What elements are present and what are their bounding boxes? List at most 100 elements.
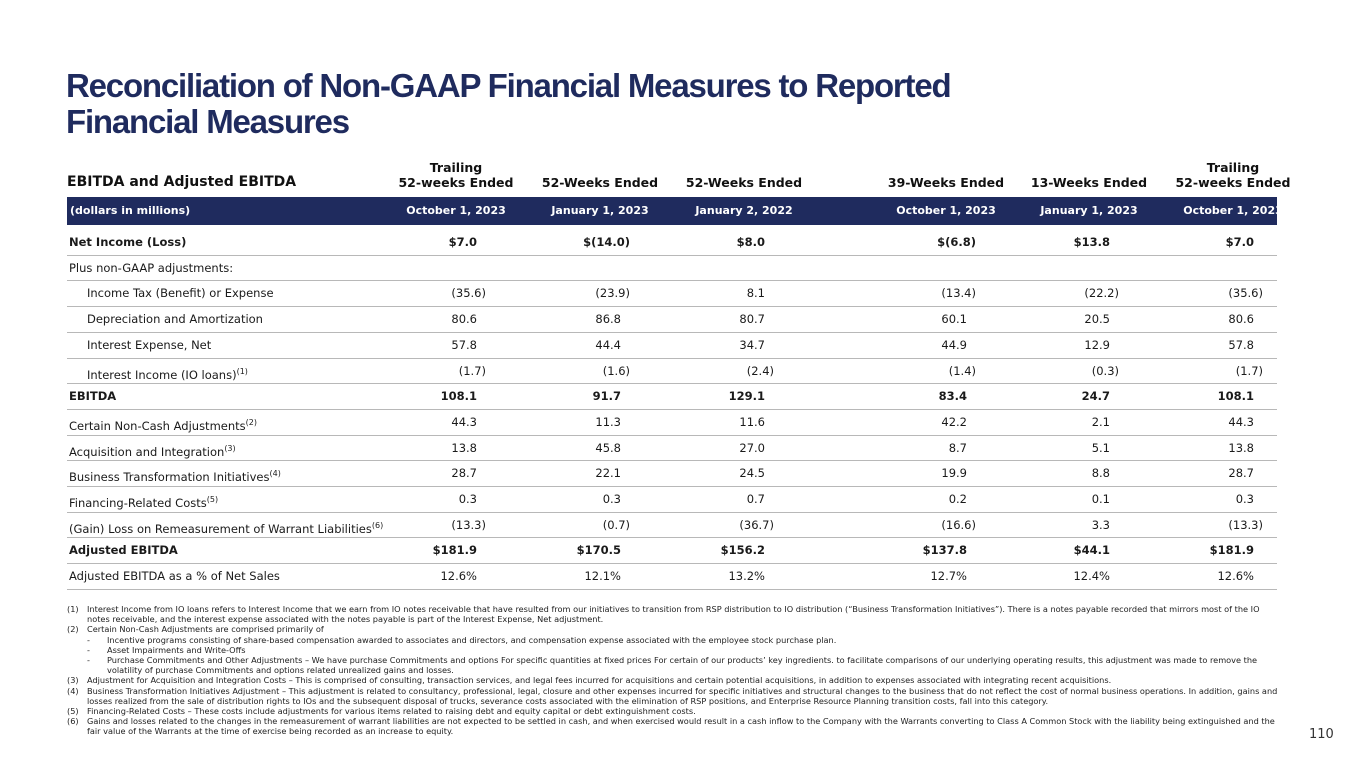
- value-cell: (36.7): [739, 517, 774, 532]
- value-cell: 8.7: [948, 440, 967, 455]
- row-label: Depreciation and Amortization: [87, 307, 263, 332]
- value-cell: 8.8: [1091, 466, 1110, 481]
- value-cell: 13.8: [1228, 440, 1254, 455]
- row-label-text: Adjusted EBITDA as a % of Net Sales: [69, 569, 280, 584]
- row-divider: [67, 255, 1277, 256]
- row-divider: [67, 537, 1277, 538]
- header-band: [67, 197, 1277, 225]
- row-divider: [67, 563, 1277, 564]
- value-cell: 13.8: [451, 440, 477, 455]
- value-cell: 12.6%: [440, 569, 477, 584]
- footnote-item-text: Purchase Commitments and Other Adjustmen…: [107, 655, 1258, 676]
- value-cell: 60.1: [941, 312, 967, 327]
- title-line: Reconciliation of Non-GAAP Financial Mea…: [66, 67, 952, 104]
- row-label: Financing-Related Costs(5): [69, 487, 218, 516]
- value-cell: 44.3: [451, 414, 477, 429]
- row-label-text: Net Income (Loss): [69, 235, 187, 249]
- column-header: 52-Weeks Ended: [541, 175, 659, 190]
- value-cell: (0.7): [602, 517, 630, 532]
- table-heading: EBITDA and Adjusted EBITDA: [67, 174, 297, 190]
- value-cell: 86.8: [595, 312, 621, 327]
- footnote-body: Business Transformation Initiatives Adju…: [87, 686, 1282, 706]
- row-label: Plus non-GAAP adjustments:: [69, 256, 233, 281]
- value-cell: $13.8: [1073, 235, 1110, 249]
- row-divider: [67, 486, 1277, 487]
- row-label-text: Interest Expense, Net: [87, 337, 212, 352]
- value-cell: $156.2: [720, 543, 765, 558]
- value-cell: $181.9: [1209, 543, 1254, 558]
- column-date: October 1, 2023: [896, 204, 996, 217]
- row-label: Income Tax (Benefit) or Expense: [87, 281, 274, 306]
- row-label-text: Business Transformation Initiatives: [69, 470, 270, 485]
- value-cell: 42.2: [941, 414, 967, 429]
- footnote: (1) Interest Income from IO loans refers …: [67, 604, 1282, 624]
- value-cell: 12.6%: [1217, 569, 1254, 584]
- row-label-text: (Gain) Loss on Remeasurement of Warrant …: [69, 521, 372, 536]
- value-cell: (13.4): [941, 286, 976, 301]
- bullet: -: [87, 655, 90, 666]
- value-cell: (16.6): [941, 517, 976, 532]
- value-cell: 20.5: [1084, 312, 1110, 327]
- value-cell: 91.7: [592, 389, 621, 404]
- column-date: January 1, 2023: [551, 204, 649, 217]
- footnote-ref: (4): [269, 469, 281, 479]
- value-cell: 11.3: [595, 414, 621, 429]
- value-cell: 5.1: [1091, 440, 1110, 455]
- footnote-ref: (3): [224, 443, 236, 453]
- row-label: Adjusted EBITDA as a % of Net Sales: [69, 564, 280, 589]
- title: Reconciliation of Non-GAAP Financial Mea…: [66, 67, 952, 140]
- value-cell: 83.4: [938, 389, 967, 404]
- row-label-text: Adjusted EBITDA: [69, 543, 178, 558]
- value-cell: 80.6: [1228, 312, 1254, 327]
- value-cell: 12.4%: [1073, 569, 1110, 584]
- value-cell: (35.6): [1228, 286, 1263, 301]
- row-label: Interest Income (IO loans)(1): [87, 359, 248, 388]
- unit-label: (dollars in millions): [70, 204, 191, 217]
- value-cell: 12.7%: [930, 569, 967, 584]
- footnote-ref: (5): [206, 495, 219, 504]
- value-cell: $(6.8): [937, 235, 976, 249]
- footnote-item-text: Asset Impairments and Write-Offs: [107, 644, 246, 655]
- row-label: Adjusted EBITDA: [69, 538, 178, 563]
- value-cell: 11.6: [739, 414, 765, 429]
- footnote-body: Financing-Related Costs – These costs in…: [87, 706, 696, 716]
- value-cell: 0.7: [746, 492, 765, 506]
- value-cell: (13.3): [451, 517, 486, 532]
- footnote-marker: (3): [67, 675, 79, 686]
- row-divider: [67, 460, 1277, 461]
- footnote-item-text: Incentive programs consisting of share-b…: [107, 634, 837, 645]
- row-divider: [67, 383, 1277, 384]
- page-number: 110: [1309, 727, 1334, 742]
- value-cell: 0.3: [458, 492, 477, 506]
- footnote-item: - Incentive programs consisting of share-…: [87, 635, 1282, 645]
- footnote-marker: (2): [67, 624, 79, 635]
- column-date: January 1, 2023: [1040, 204, 1138, 217]
- value-cell: 0.3: [602, 492, 621, 506]
- row-label-text: EBITDA: [69, 389, 117, 404]
- footnote-item: - Purchase Commitments and Other Adjustme…: [87, 655, 1282, 675]
- row-divider: [67, 409, 1277, 410]
- value-cell: (1.6): [602, 363, 630, 378]
- value-cell: (35.6): [451, 286, 486, 301]
- footnote-text: Business Transformation Initiatives Adju…: [87, 685, 1278, 706]
- value-cell: 27.0: [739, 440, 765, 455]
- bullet: -: [87, 644, 90, 655]
- value-cell: 44.9: [941, 337, 967, 352]
- value-cell: (1.7): [1235, 363, 1263, 378]
- column-header: Trailing: [429, 160, 483, 175]
- row-label-text: Financing-Related Costs: [69, 495, 207, 510]
- row-label: Interest Expense, Net: [87, 333, 211, 358]
- value-cell: 0.2: [948, 492, 967, 506]
- footnote-text: Adjustment for Acquisition and Integrati…: [87, 675, 1112, 686]
- value-cell: 24.7: [1081, 389, 1110, 404]
- row-divider: [67, 589, 1277, 590]
- value-cell: 28.7: [1228, 466, 1254, 481]
- column-header: 52-weeks Ended: [398, 175, 514, 190]
- value-cell: $137.8: [922, 543, 967, 558]
- column-header: 13-Weeks Ended: [1030, 175, 1148, 190]
- column-header: 52-weeks Ended: [1175, 175, 1291, 190]
- value-cell: 80.6: [451, 312, 477, 327]
- row-divider: [67, 435, 1277, 436]
- value-cell: 22.1: [595, 466, 621, 481]
